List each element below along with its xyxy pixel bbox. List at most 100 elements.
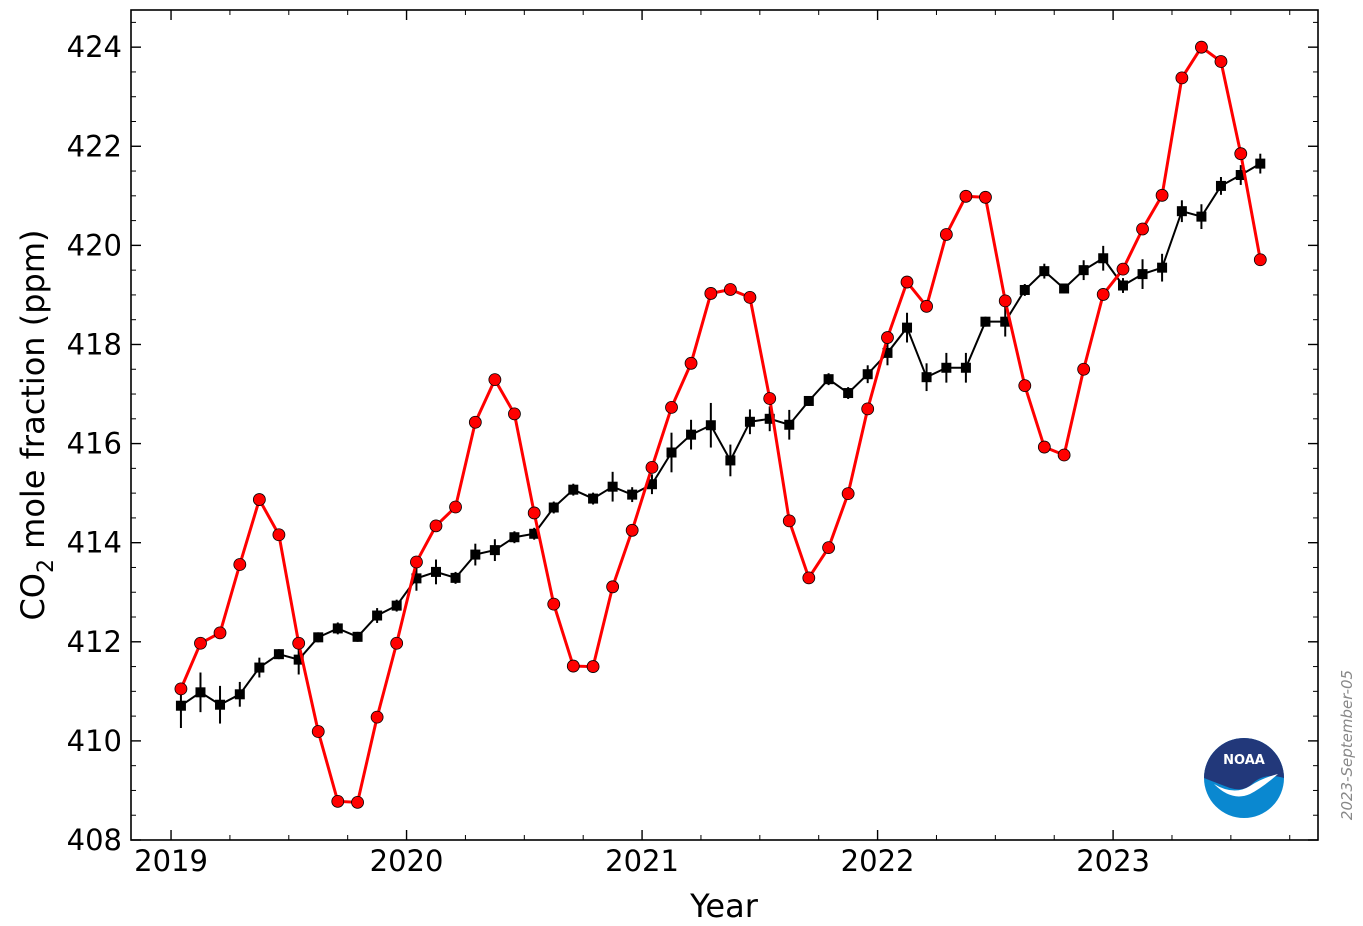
y-axis-title: CO2 mole fraction (ppm) [14, 229, 59, 620]
red-series-point [606, 580, 620, 594]
black-series-point [273, 649, 284, 660]
red-series-point [1253, 253, 1267, 267]
y-tick-label: 420 [67, 228, 122, 262]
black-series-point [980, 316, 991, 327]
red-series-point [998, 294, 1012, 308]
black-series-point [607, 481, 618, 492]
red-series-point [449, 500, 462, 514]
y-axis-title-pre: CO [14, 573, 52, 621]
black-series-point [175, 700, 186, 711]
y-axis-title-sub: 2 [34, 559, 59, 573]
red-series-point [272, 528, 286, 542]
black-series-point [1137, 269, 1148, 280]
red-series-point [1116, 262, 1130, 276]
black-series-point [548, 502, 559, 513]
red-series-point [861, 402, 875, 416]
red-series-point [881, 331, 894, 344]
black-series-point [430, 566, 441, 577]
noaa-logo-bird [1214, 774, 1278, 797]
red-series-point [1057, 448, 1071, 462]
black-series-point [960, 362, 971, 373]
black-series-point [1098, 253, 1109, 264]
black-series-point [1235, 170, 1246, 181]
black-series-point [234, 689, 245, 700]
black-series-point [450, 572, 461, 583]
black-series-point [1215, 180, 1226, 191]
black-series-point [1255, 158, 1266, 169]
red-series-point [763, 392, 777, 405]
noaa-logo-text: NOAA [1223, 753, 1265, 768]
red-series-point [665, 401, 678, 414]
red-series-point [900, 275, 914, 289]
y-tick-label: 416 [67, 427, 122, 461]
black-series-point [902, 322, 913, 333]
black-series-point [882, 347, 893, 358]
black-series-point [1059, 283, 1070, 294]
red-series-point [1037, 440, 1051, 454]
red-series-point [331, 794, 345, 808]
tick-labels: 2019 2020 2021 2022 2023 408 410 412 414 416 418 42… [67, 30, 1150, 878]
red-series-point [508, 407, 521, 421]
black-series-point [1196, 211, 1207, 222]
black-series-point [843, 388, 854, 399]
y-tick-label: 412 [67, 625, 122, 659]
red-series-point [1077, 362, 1091, 376]
red-series-point [390, 636, 404, 650]
red-series-point [704, 287, 718, 300]
red-series-point [1096, 288, 1110, 301]
red-series-point [252, 493, 266, 506]
red-series-point [1136, 222, 1149, 236]
black-series-point [803, 395, 814, 406]
red-series-point [213, 626, 227, 640]
black-series-point [215, 699, 226, 710]
black-series-point [313, 632, 324, 643]
black-series-point [568, 484, 579, 495]
red-series-point [920, 299, 933, 313]
red-series-point [645, 460, 659, 474]
black-series-point [1176, 206, 1187, 217]
x-tick-label: 2022 [841, 844, 915, 878]
red-series-point [743, 291, 757, 304]
red-series-point [410, 555, 423, 569]
red-series-point [292, 636, 306, 650]
black-series-point [1157, 262, 1168, 273]
black-series-point [725, 455, 736, 466]
red-series-point [311, 725, 325, 738]
black-series-point [921, 372, 932, 383]
x-tick-label: 2021 [605, 844, 679, 878]
black-series-point [254, 662, 265, 673]
y-axis-title-post: mole fraction (ppm) [14, 229, 52, 559]
red-series-point [468, 415, 482, 429]
red-series-point [1214, 55, 1228, 68]
y-tick-label: 418 [67, 327, 122, 361]
red-series-point [174, 682, 188, 696]
noaa-logo: NOAA [1204, 738, 1284, 818]
black-series-point [862, 369, 873, 380]
black-series-point [744, 416, 755, 427]
black-series-point [1117, 280, 1128, 291]
black-series-point [627, 489, 638, 500]
black-series-point [784, 419, 795, 430]
red-series-point [547, 597, 561, 611]
red-series-point [429, 519, 443, 533]
y-tick-label: 414 [67, 526, 122, 560]
y-tick-label: 424 [67, 30, 122, 64]
axis-ticks [131, 10, 1318, 841]
plot-frame [130, 9, 1319, 841]
x-tick-label: 2019 [134, 844, 208, 878]
red-series-point [939, 228, 953, 241]
red-series-point [723, 283, 737, 296]
red-series-point [586, 660, 600, 673]
data-series [174, 40, 1267, 809]
red-series-point [1155, 188, 1169, 202]
red-series-point [782, 514, 796, 528]
red-series-point [233, 558, 247, 571]
black-series-line [180, 162, 1261, 707]
red-series-point [527, 506, 541, 520]
red-series-point [1175, 71, 1189, 85]
red-series-point [1234, 147, 1248, 161]
red-series-point [625, 523, 639, 537]
black-series-point [1000, 316, 1011, 327]
black-series-point [489, 545, 500, 556]
black-series-point [411, 573, 422, 584]
